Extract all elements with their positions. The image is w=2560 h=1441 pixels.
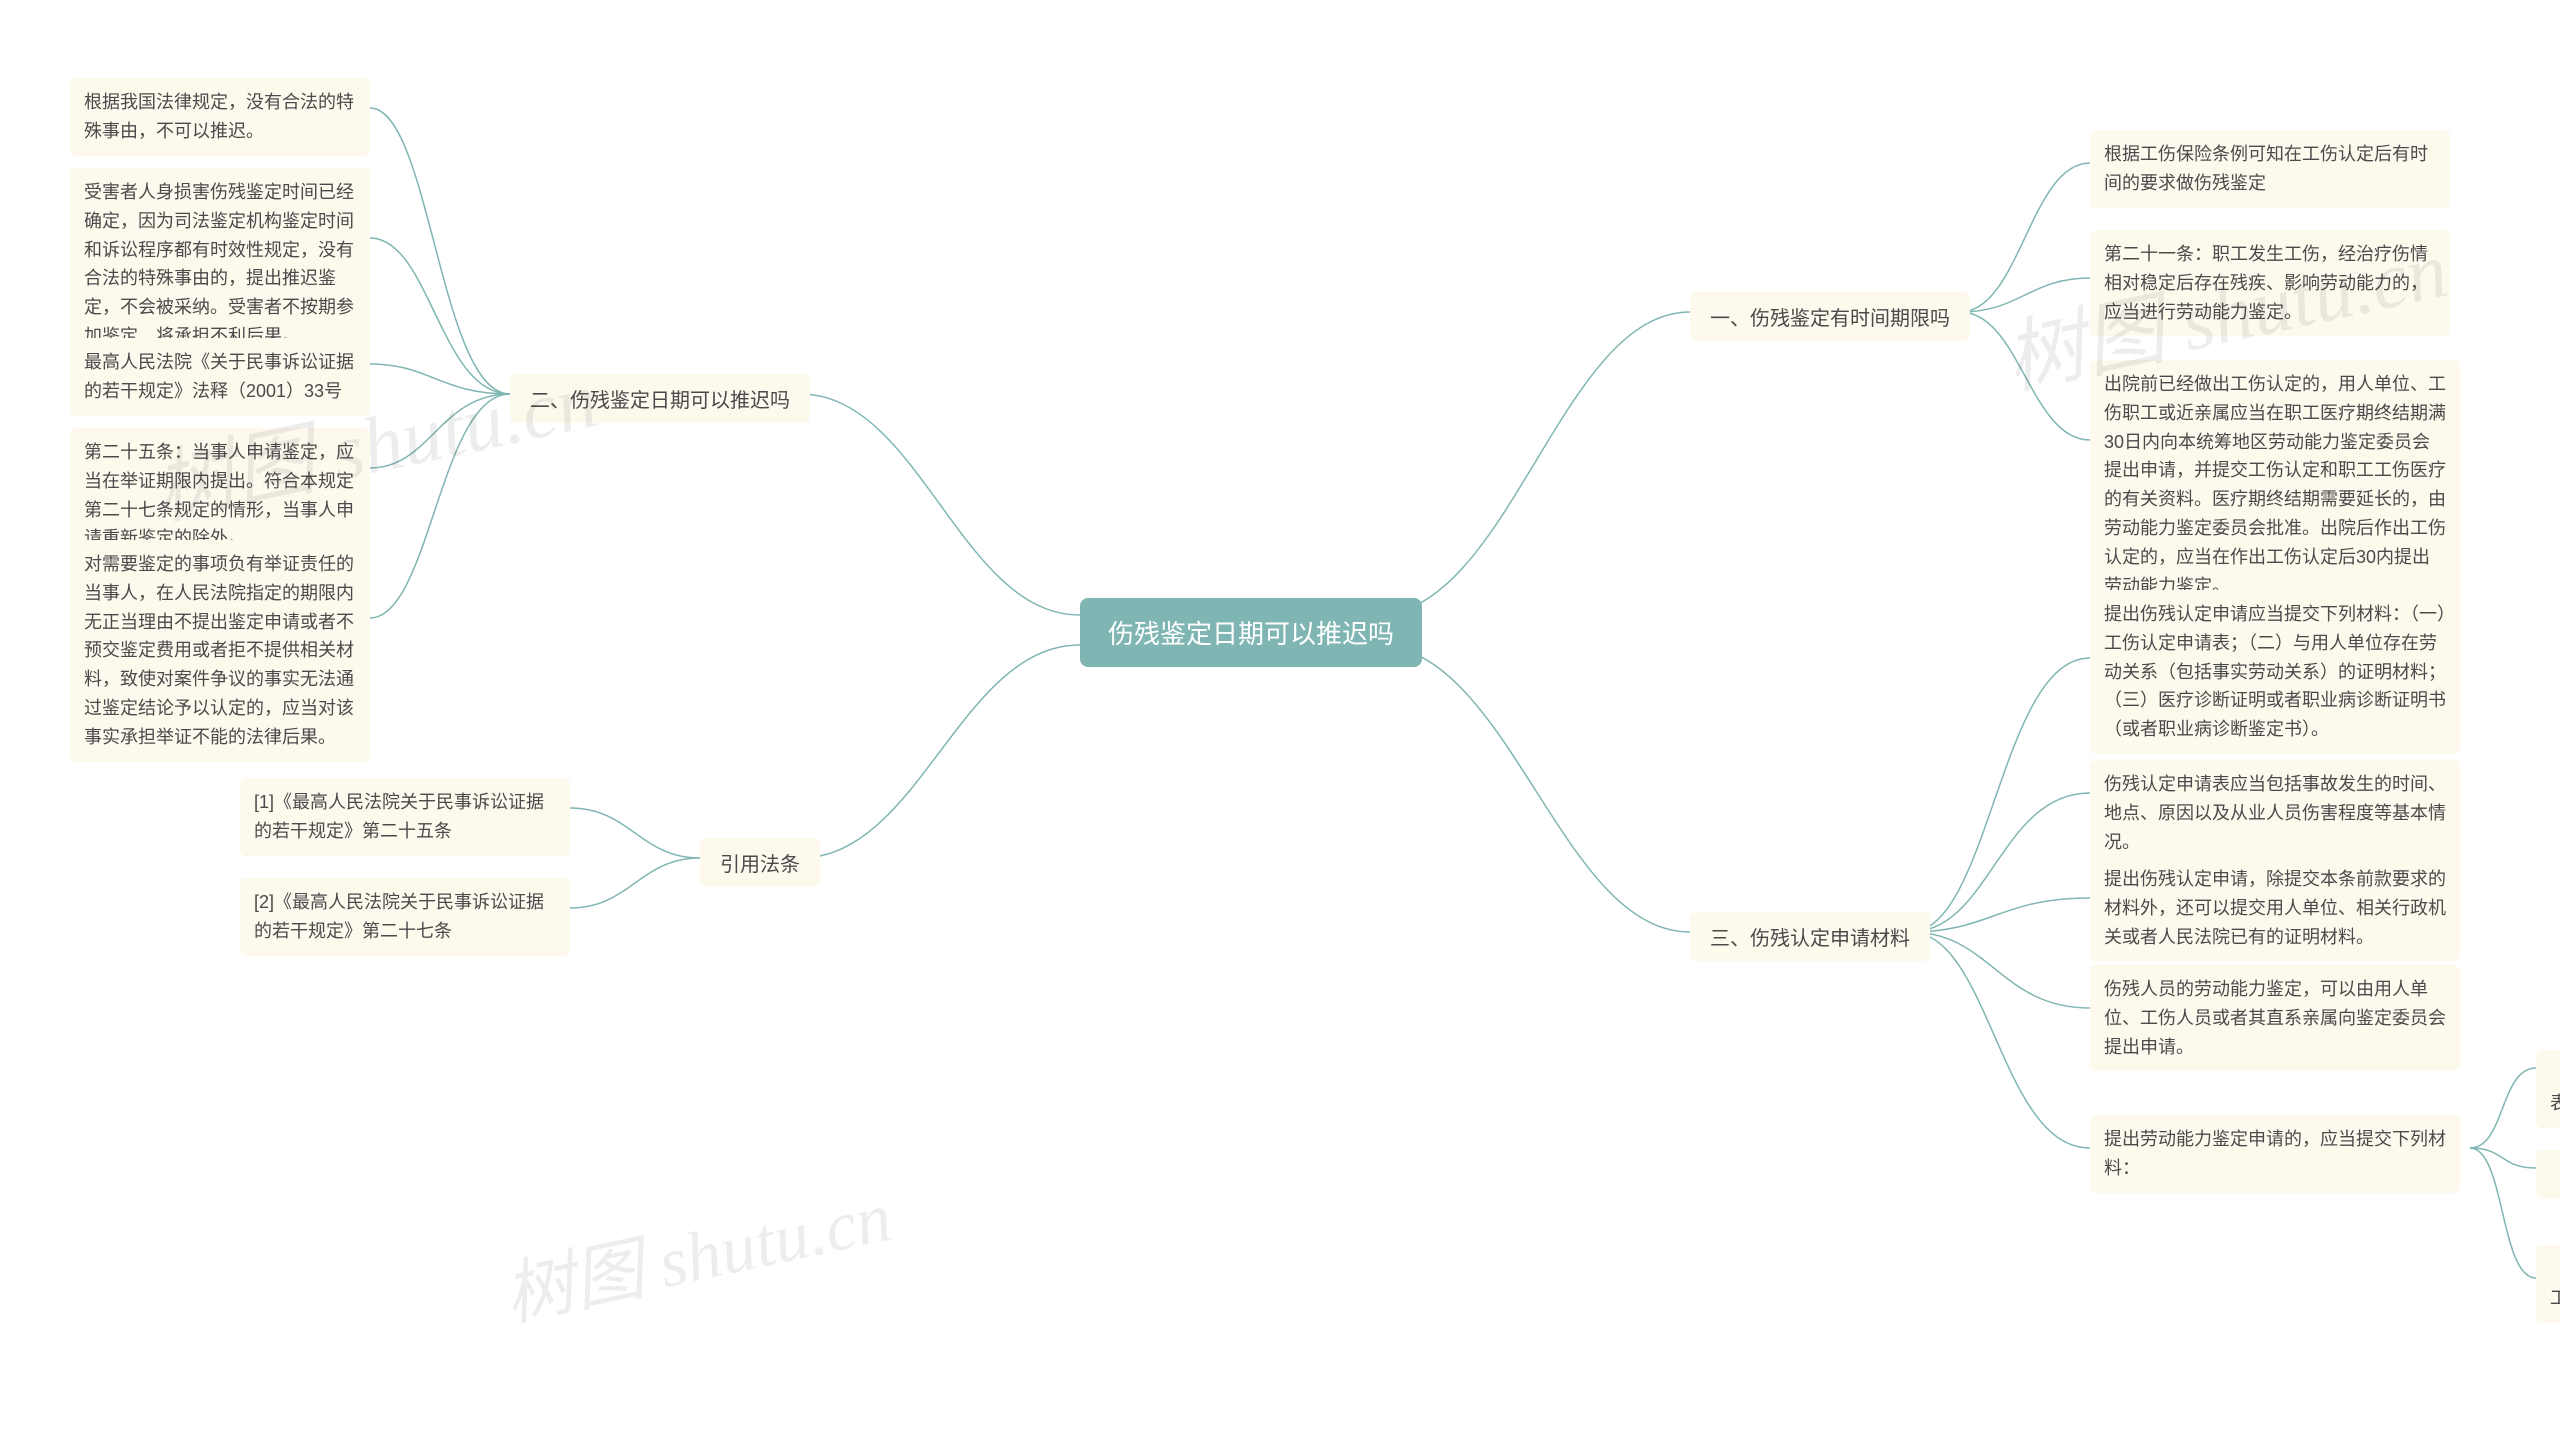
watermark: 树图 shutu.cn (494, 1160, 899, 1340)
leaf-text: 提出劳动能力鉴定申请的，应当提交下列材料： (2104, 1129, 2446, 1178)
leaf-text: （三）医疗保险契约定点医疗机构诊治工伤的有关资料。 (2550, 1259, 2560, 1308)
leaf-b3-4: 伤残人员的劳动能力鉴定，可以由用人单位、工伤人员或者其直系亲属向鉴定委员会提出申… (2090, 965, 2460, 1071)
leaf-text: 伤残认定申请表应当包括事故发生的时间、地点、原因以及从业人员伤害程度等基本情况。 (2104, 774, 2446, 852)
leaf-b1-2: 第二十一条：职工发生工伤，经治疗伤情相对稳定后存在残疾、影响劳动能力的，应当进行… (2090, 230, 2450, 336)
leaf-b3-5-2: （二）工伤认定决定； (2536, 1150, 2560, 1199)
branch-b2: 二、伤残鉴定日期可以推迟吗 (510, 374, 810, 423)
leaf-text: [2]《最高人民法院关于民事诉讼证据的若干规定》第二十七条 (254, 892, 544, 941)
branch-b1-label: 一、伤残鉴定有时间期限吗 (1710, 308, 1950, 330)
leaf-b2-1: 根据我国法律规定，没有合法的特殊事由，不可以推迟。 (70, 78, 370, 156)
branch-b2-label: 二、伤残鉴定日期可以推迟吗 (530, 390, 790, 412)
leaf-text: 受害者人身损害伤残鉴定时间已经确定，因为司法鉴定机构鉴定时间和诉讼程序都有时效性… (84, 182, 354, 346)
leaf-text: （一）填写完整的劳动能力鉴定申请表； (2550, 1064, 2560, 1113)
branch-b1: 一、伤残鉴定有时间期限吗 (1690, 292, 1970, 341)
center-node: 伤残鉴定日期可以推迟吗 (1080, 598, 1422, 667)
leaf-b3-5-1: （一）填写完整的劳动能力鉴定申请表； (2536, 1050, 2560, 1128)
leaf-b3-5: 提出劳动能力鉴定申请的，应当提交下列材料： (2090, 1115, 2460, 1193)
leaf-text: 提出伤残认定申请应当提交下列材料：（一）工伤认定申请表；（二）与用人单位存在劳动… (2104, 604, 2446, 739)
leaf-text: 第二十五条：当事人申请鉴定，应当在举证期限内提出。符合本规定第二十七条规定的情形… (84, 442, 354, 548)
leaf-b4-1: [1]《最高人民法院关于民事诉讼证据的若干规定》第二十五条 (240, 778, 570, 856)
watermark-text: 树图 shutu.cn (498, 1179, 898, 1336)
leaf-text: （二）工伤认定决定； (2550, 1164, 2560, 1184)
leaf-b3-3: 提出伤残认定申请，除提交本条前款要求的材料外，还可以提交用人单位、相关行政机关或… (2090, 855, 2460, 961)
leaf-b2-5: 对需要鉴定的事项负有举证责任的当事人，在人民法院指定的期限内无正当理由不提出鉴定… (70, 540, 370, 762)
leaf-text: 对需要鉴定的事项负有举证责任的当事人，在人民法院指定的期限内无正当理由不提出鉴定… (84, 554, 354, 747)
leaf-b1-1: 根据工伤保险条例可知在工伤认定后有时间的要求做伤残鉴定 (2090, 130, 2450, 208)
leaf-text: 根据我国法律规定，没有合法的特殊事由，不可以推迟。 (84, 92, 354, 141)
branch-b3-label: 三、伤残认定申请材料 (1710, 928, 1910, 950)
leaf-text: [1]《最高人民法院关于民事诉讼证据的若干规定》第二十五条 (254, 792, 544, 841)
leaf-text: 伤残人员的劳动能力鉴定，可以由用人单位、工伤人员或者其直系亲属向鉴定委员会提出申… (2104, 979, 2446, 1057)
branch-b4: 引用法条 (700, 838, 820, 887)
leaf-text: 根据工伤保险条例可知在工伤认定后有时间的要求做伤残鉴定 (2104, 144, 2428, 193)
leaf-text: 最高人民法院《关于民事诉讼证据的若干规定》法释（2001）33号 (84, 352, 354, 401)
leaf-text: 出院前已经做出工伤认定的，用人单位、工伤职工或近亲属应当在职工医疗期终结期满30… (2104, 374, 2446, 596)
branch-b4-label: 引用法条 (720, 854, 800, 876)
leaf-b3-2: 伤残认定申请表应当包括事故发生的时间、地点、原因以及从业人员伤害程度等基本情况。 (2090, 760, 2460, 866)
leaf-b3-1: 提出伤残认定申请应当提交下列材料：（一）工伤认定申请表；（二）与用人单位存在劳动… (2090, 590, 2460, 754)
leaf-b3-5-3: （三）医疗保险契约定点医疗机构诊治工伤的有关资料。 (2536, 1245, 2560, 1323)
center-label: 伤残鉴定日期可以推迟吗 (1108, 619, 1394, 649)
leaf-b2-2: 受害者人身损害伤残鉴定时间已经确定，因为司法鉴定机构鉴定时间和诉讼程序都有时效性… (70, 168, 370, 361)
leaf-b2-3: 最高人民法院《关于民事诉讼证据的若干规定》法释（2001）33号 (70, 338, 370, 416)
leaf-text: 第二十一条：职工发生工伤，经治疗伤情相对稳定后存在残疾、影响劳动能力的，应当进行… (2104, 244, 2428, 322)
leaf-text: 提出伤残认定申请，除提交本条前款要求的材料外，还可以提交用人单位、相关行政机关或… (2104, 869, 2446, 947)
leaf-b1-3: 出院前已经做出工伤认定的，用人单位、工伤职工或近亲属应当在职工医疗期终结期满30… (2090, 360, 2460, 610)
leaf-b4-2: [2]《最高人民法院关于民事诉讼证据的若干规定》第二十七条 (240, 878, 570, 956)
branch-b3: 三、伤残认定申请材料 (1690, 912, 1930, 961)
